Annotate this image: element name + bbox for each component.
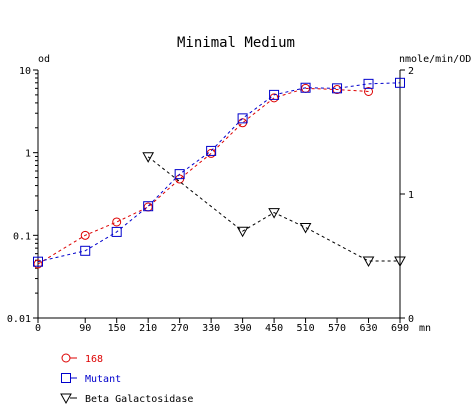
- legend-label: Beta Galactosidase: [85, 394, 193, 405]
- series-line: [147, 156, 400, 262]
- data-point: [33, 256, 43, 267]
- series-beta-galactosidase: [142, 152, 406, 267]
- series-168: [33, 83, 374, 269]
- data-point: [206, 145, 217, 156]
- legend-item: Mutant: [61, 373, 121, 385]
- data-point: [300, 82, 311, 93]
- x-tick-label: 510: [297, 323, 315, 334]
- x-tick-label: 210: [139, 323, 157, 334]
- series-line: [37, 82, 401, 263]
- data-point: [143, 201, 154, 212]
- legend-marker: [61, 353, 71, 363]
- x-tick-label: 630: [359, 323, 377, 334]
- y-right-tick-label: 0: [408, 314, 414, 325]
- data-point: [332, 83, 343, 94]
- y-right-label: nmole/min/OD: [399, 54, 471, 65]
- data-point: [364, 86, 374, 96]
- x-axis-label: mn: [419, 323, 431, 334]
- x-tick-label: 90: [79, 323, 91, 334]
- data-point: [143, 202, 153, 212]
- data-point: [395, 77, 405, 88]
- legend-item: 168: [61, 353, 103, 365]
- y-left-label: od: [38, 54, 50, 65]
- data-point: [268, 208, 280, 219]
- x-tick-label: 690: [391, 323, 409, 334]
- legend-marker: [60, 393, 72, 405]
- data-point: [174, 169, 185, 180]
- legend: 168 Mutant Beta Galactosidase: [60, 353, 193, 405]
- y-left-tick-label: 10: [19, 66, 31, 77]
- data-point: [236, 226, 249, 238]
- y-right-tick-label: 1: [408, 190, 414, 201]
- y-left-tick-label: 0.1: [13, 231, 31, 242]
- legend-item: Beta Galactosidase: [60, 393, 193, 405]
- data-point: [299, 222, 312, 234]
- x-tick-label: 150: [108, 323, 126, 334]
- data-point: [80, 245, 91, 256]
- series-layer: [33, 77, 406, 269]
- data-point: [362, 256, 375, 267]
- axes: 0 90 150 210 270 330 390 450 510 570 630 6900.010.1…: [7, 66, 414, 334]
- y-left-tick-label: 1: [25, 149, 31, 160]
- data-point: [111, 226, 122, 237]
- x-tick-label: 270: [171, 323, 189, 334]
- x-tick-label: 390: [234, 323, 252, 334]
- data-point: [363, 78, 374, 89]
- series-mutant: [33, 77, 405, 267]
- data-point: [269, 89, 280, 100]
- x-tick-label: 450: [265, 323, 283, 334]
- y-right-tick-label: 2: [408, 66, 414, 77]
- data-point: [112, 217, 122, 227]
- legend-label: Mutant: [85, 374, 121, 385]
- data-point: [394, 256, 406, 267]
- data-point: [80, 230, 90, 240]
- chart-title: Minimal Medium: [177, 35, 295, 51]
- x-tick-label: 330: [202, 323, 220, 334]
- legend-marker: [61, 373, 71, 383]
- x-tick-label: 0: [35, 323, 41, 334]
- data-point: [142, 152, 155, 163]
- data-point: [237, 113, 248, 124]
- series-line: [37, 87, 369, 265]
- legend-label: 168: [85, 354, 103, 365]
- x-tick-label: 570: [328, 323, 346, 334]
- y-left-tick-label: 0.01: [7, 314, 31, 325]
